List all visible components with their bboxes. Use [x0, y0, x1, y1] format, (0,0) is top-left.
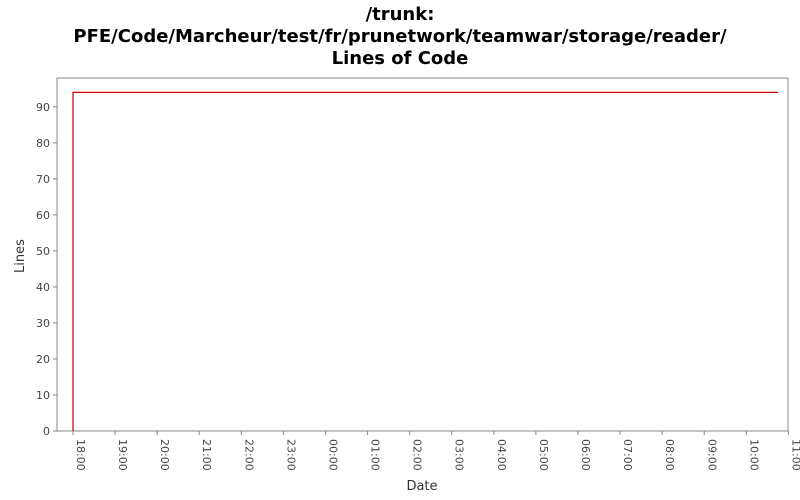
x-tick-label: 04:00 — [495, 439, 508, 471]
y-tick-label: 20 — [36, 353, 50, 366]
plot-area — [56, 77, 789, 432]
x-tick-label: 20:00 — [158, 439, 171, 471]
x-tick-label: 03:00 — [453, 439, 466, 471]
x-tick-label: 19:00 — [116, 439, 129, 471]
series-line — [72, 91, 778, 431]
x-tick-label: 10:00 — [747, 439, 760, 471]
x-tick-label: 05:00 — [537, 439, 550, 471]
x-axis: 18:00 19:00 20:00 21:00 22:00 23:00 00:00 01:00… — [72, 431, 800, 471]
chart-title-line-2: PFE/Code/Marcheur/test/fr/prunetwork/tea… — [73, 26, 727, 47]
x-tick-label: 02:00 — [411, 439, 424, 471]
y-tick-label: 90 — [36, 101, 50, 114]
x-tick-label: 06:00 — [579, 439, 592, 471]
y-tick-label: 10 — [36, 389, 50, 402]
series-layer — [72, 91, 778, 431]
x-tick-label: 08:00 — [663, 439, 676, 471]
y-tick-label: 70 — [36, 173, 50, 186]
x-tick-label: 09:00 — [705, 439, 718, 471]
y-tick-label: 30 — [36, 317, 50, 330]
x-tick-label: 21:00 — [200, 439, 213, 471]
chart-title-line-1: /trunk: — [365, 4, 435, 25]
x-tick-label: 18:00 — [74, 439, 87, 471]
y-tick-label: 0 — [43, 425, 50, 438]
x-tick-label: 22:00 — [242, 439, 255, 471]
chart-title: /trunk: PFE/Code/Marcheur/test/fr/prunet… — [0, 4, 800, 70]
y-tick-label: 50 — [36, 245, 50, 258]
y-tick-label: 40 — [36, 281, 50, 294]
x-axis-label: Date — [406, 479, 437, 494]
x-tick-label: 07:00 — [621, 439, 634, 471]
x-tick-label: 00:00 — [326, 439, 339, 471]
y-axis: 0 10 20 30 40 50 60 70 80 90 — [36, 101, 57, 438]
y-axis-label: Lines — [13, 239, 28, 273]
chart-title-line-3: Lines of Code — [331, 48, 469, 69]
x-tick-label: 11:00 — [789, 439, 800, 471]
y-tick-label: 60 — [36, 209, 50, 222]
x-tick-label: 01:00 — [369, 439, 382, 471]
x-tick-label: 23:00 — [284, 439, 297, 471]
y-tick-label: 80 — [36, 137, 50, 150]
